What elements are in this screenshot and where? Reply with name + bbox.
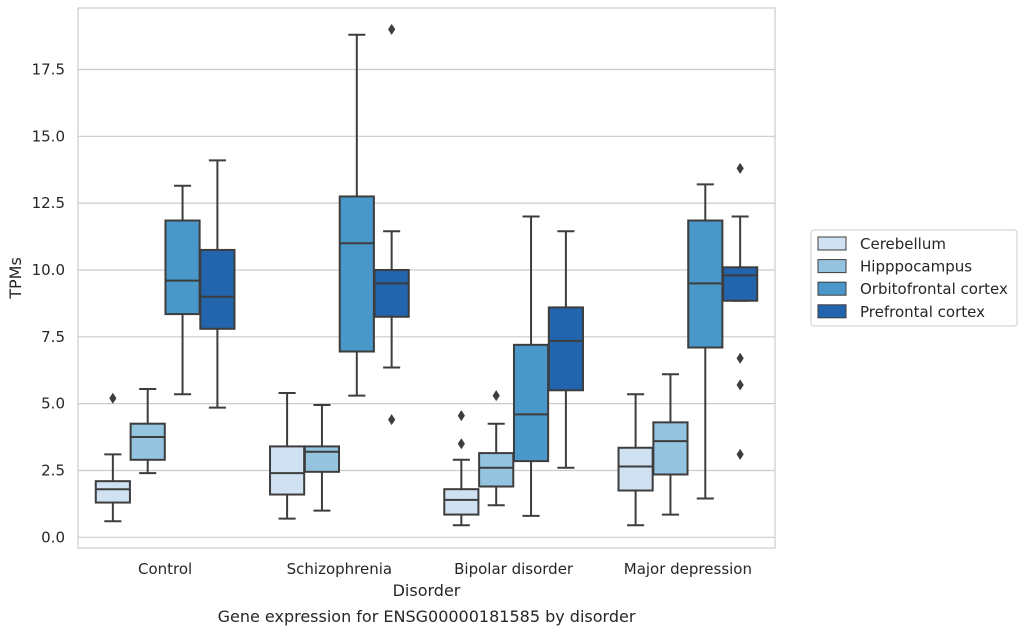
legend-swatch (817, 236, 847, 251)
outlier-point (109, 392, 117, 404)
box-body (373, 268, 410, 318)
box-item (269, 391, 306, 520)
box-series (129, 373, 689, 516)
x-tick-label: Schizophrenia (287, 560, 392, 578)
y-tick-label: 12.5 (32, 194, 65, 212)
box-item (512, 215, 550, 517)
box-body (478, 452, 515, 488)
box-series-layer (94, 23, 759, 527)
y-tick-label: 5.0 (41, 395, 65, 413)
legend-label: Cerebellum (860, 235, 946, 253)
x-axis-label: Disorder (393, 581, 461, 600)
box-series (94, 391, 654, 527)
legend-label: Prefrontal cortex (860, 303, 985, 321)
box-item (338, 33, 375, 397)
y-tick-label: 7.5 (41, 328, 65, 346)
x-tick-label: Control (138, 560, 192, 578)
outlier-point (457, 438, 465, 450)
y-tick-label: 2.5 (41, 461, 65, 479)
outlier-point (736, 162, 744, 174)
outlier-point (457, 410, 465, 422)
outlier-point (388, 23, 396, 35)
legend-swatch (817, 259, 847, 274)
x-tick-label: Major depression (624, 560, 752, 578)
box-body (199, 248, 236, 330)
outlier-point (736, 448, 744, 460)
y-tick-label: 15.0 (32, 127, 65, 145)
box-item (617, 393, 654, 527)
box-body (547, 306, 584, 392)
box-item (373, 23, 410, 426)
box-item (443, 410, 480, 527)
chart-caption: Gene expression for ENSG00000181585 by d… (218, 607, 636, 626)
y-tick-label: 17.5 (32, 60, 65, 78)
box-body (94, 480, 131, 504)
x-axis-tick-labels: Control Schizophrenia Bipolar disorder Majo… (138, 560, 752, 578)
legend-swatch (817, 304, 847, 319)
y-tick-label: 0.0 (41, 528, 65, 546)
box-item (478, 390, 515, 507)
box-series (199, 23, 759, 469)
box-body (722, 266, 759, 302)
box-item (303, 403, 341, 512)
box-body (443, 488, 480, 516)
box-body (652, 421, 689, 476)
box-item (164, 184, 201, 396)
box-body (129, 422, 166, 461)
outlier-point (388, 414, 396, 426)
legend-swatch (817, 281, 847, 296)
box-body (164, 219, 201, 316)
y-tick-label: 10.0 (32, 261, 65, 279)
box-series (164, 33, 724, 517)
legend: Cerebellum Hipppocampus Orbitofrontal cort… (810, 229, 1018, 327)
box-item (687, 183, 724, 500)
box-body (269, 445, 306, 496)
legend-label: Orbitofrontal cortex (860, 280, 1008, 298)
box-item (722, 162, 759, 460)
box-item (547, 230, 584, 469)
legend-frame (810, 229, 1018, 327)
box-body (512, 343, 550, 463)
plot-area-frame (77, 7, 776, 549)
outlier-point (736, 379, 744, 391)
outlier-point (736, 352, 744, 364)
box-body (303, 445, 341, 473)
legend-label: Hipppocampus (860, 258, 972, 276)
box-item (94, 392, 131, 523)
x-tick-label: Bipolar disorder (454, 560, 574, 578)
y-axis-label: TPMs (6, 257, 25, 300)
box-item (652, 373, 689, 516)
outlier-point (492, 390, 500, 402)
y-axis-tick-labels: 0.0 2.5 5.0 7.5 10.0 12.5 15.0 17.5 (32, 60, 65, 546)
box-item (199, 159, 236, 409)
box-body (617, 446, 654, 492)
box-body (338, 195, 375, 353)
box-item (129, 387, 166, 475)
